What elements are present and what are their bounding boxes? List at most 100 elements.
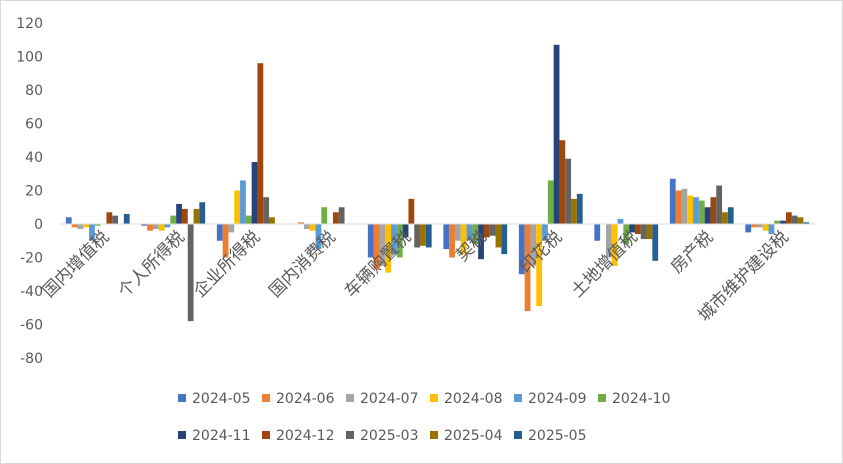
y-tick-label: 120 bbox=[16, 16, 43, 32]
legend-label: 2025-04 bbox=[444, 428, 503, 444]
bar bbox=[216, 224, 223, 241]
bar bbox=[460, 224, 467, 255]
bar bbox=[756, 224, 763, 228]
x-tick-label: 个人所得税 bbox=[115, 227, 189, 301]
bar bbox=[222, 224, 229, 258]
bar bbox=[228, 224, 235, 233]
bar bbox=[542, 224, 548, 241]
y-tick-label: 60 bbox=[25, 117, 43, 133]
bar bbox=[338, 207, 345, 224]
bar bbox=[629, 224, 635, 233]
bar bbox=[449, 224, 455, 258]
bar bbox=[89, 224, 95, 241]
legend-label: 2025-03 bbox=[360, 428, 419, 444]
bar bbox=[698, 200, 705, 224]
bar bbox=[71, 224, 78, 228]
bar bbox=[710, 197, 717, 224]
legend-swatch bbox=[598, 394, 606, 402]
x-tick-label: 国内消费税 bbox=[266, 227, 340, 301]
legend-swatch bbox=[430, 431, 438, 439]
bar bbox=[77, 224, 84, 230]
bar bbox=[303, 224, 310, 230]
legend-item: 2024-11 bbox=[178, 428, 251, 444]
bar bbox=[158, 224, 165, 231]
bar bbox=[675, 190, 682, 224]
y-tick-label: 20 bbox=[25, 184, 43, 200]
bar bbox=[722, 212, 728, 224]
bar bbox=[693, 197, 699, 224]
bar bbox=[623, 224, 630, 245]
bar bbox=[94, 224, 101, 226]
y-tick-label: -60 bbox=[20, 318, 43, 334]
bar bbox=[152, 224, 159, 230]
bar bbox=[524, 224, 531, 312]
legend-swatch bbox=[346, 394, 354, 402]
bar bbox=[547, 180, 554, 224]
bar bbox=[646, 224, 653, 240]
bar bbox=[559, 140, 566, 224]
legend-item: 2025-05 bbox=[514, 428, 587, 444]
y-axis: 120 100 80 60 40 20 0 -20 -40 -60 -80 bbox=[16, 16, 43, 367]
legend-swatch bbox=[262, 431, 270, 439]
bar bbox=[617, 218, 624, 224]
y-tick-label: -80 bbox=[20, 351, 43, 367]
bar bbox=[263, 197, 270, 224]
legend-label: 2024-05 bbox=[192, 391, 251, 407]
legend-item: 2025-04 bbox=[430, 428, 503, 444]
legend-item: 2024-09 bbox=[514, 391, 587, 407]
bar bbox=[391, 224, 397, 255]
bar bbox=[727, 207, 734, 224]
legend: 2024-05 2024-06 2024-07 2024-08 2024-09 2024-… bbox=[178, 391, 671, 444]
legend-swatch bbox=[514, 431, 522, 439]
bar bbox=[106, 212, 113, 224]
legend-item: 2025-03 bbox=[346, 428, 419, 444]
bar bbox=[269, 217, 275, 224]
bar bbox=[379, 224, 386, 266]
bar bbox=[240, 180, 246, 224]
bar bbox=[396, 224, 403, 258]
legend-label: 2024-07 bbox=[360, 391, 419, 407]
bar bbox=[425, 224, 432, 248]
bar bbox=[791, 215, 798, 224]
bar bbox=[803, 222, 810, 224]
bar bbox=[745, 224, 752, 233]
bar bbox=[112, 215, 119, 224]
legend-swatch bbox=[262, 394, 270, 402]
legend-item: 2024-12 bbox=[262, 428, 335, 444]
bar bbox=[123, 213, 130, 224]
y-tick-label: 40 bbox=[25, 150, 43, 166]
bar bbox=[495, 224, 502, 248]
bar bbox=[170, 215, 177, 224]
bar bbox=[762, 224, 769, 231]
bar bbox=[141, 224, 148, 226]
bar bbox=[704, 207, 711, 224]
legend-item: 2024-10 bbox=[598, 391, 671, 407]
bar bbox=[681, 188, 688, 224]
legend-item: 2024-07 bbox=[346, 391, 419, 407]
bar bbox=[181, 208, 188, 224]
bar bbox=[367, 224, 374, 258]
y-tick-label: -40 bbox=[20, 284, 43, 300]
bar bbox=[65, 217, 72, 224]
x-tick-label: 土地增值税 bbox=[568, 227, 642, 301]
legend-item: 2024-05 bbox=[178, 391, 251, 407]
legend-swatch bbox=[346, 431, 354, 439]
bar bbox=[257, 63, 264, 225]
bars-group bbox=[65, 44, 810, 322]
legend-label: 2024-11 bbox=[192, 428, 251, 444]
y-tick-label: -20 bbox=[20, 251, 43, 267]
legend-label: 2024-09 bbox=[528, 391, 587, 407]
legend-item: 2024-08 bbox=[430, 391, 503, 407]
bar bbox=[483, 224, 490, 238]
bar bbox=[501, 224, 508, 255]
bar bbox=[408, 198, 415, 225]
bar bbox=[530, 224, 537, 266]
legend-swatch bbox=[178, 394, 186, 402]
bar bbox=[780, 220, 786, 224]
legend-swatch bbox=[514, 394, 522, 402]
bar bbox=[785, 212, 792, 224]
bar bbox=[443, 224, 450, 250]
y-tick-label: 100 bbox=[16, 50, 43, 66]
bar bbox=[466, 224, 473, 241]
